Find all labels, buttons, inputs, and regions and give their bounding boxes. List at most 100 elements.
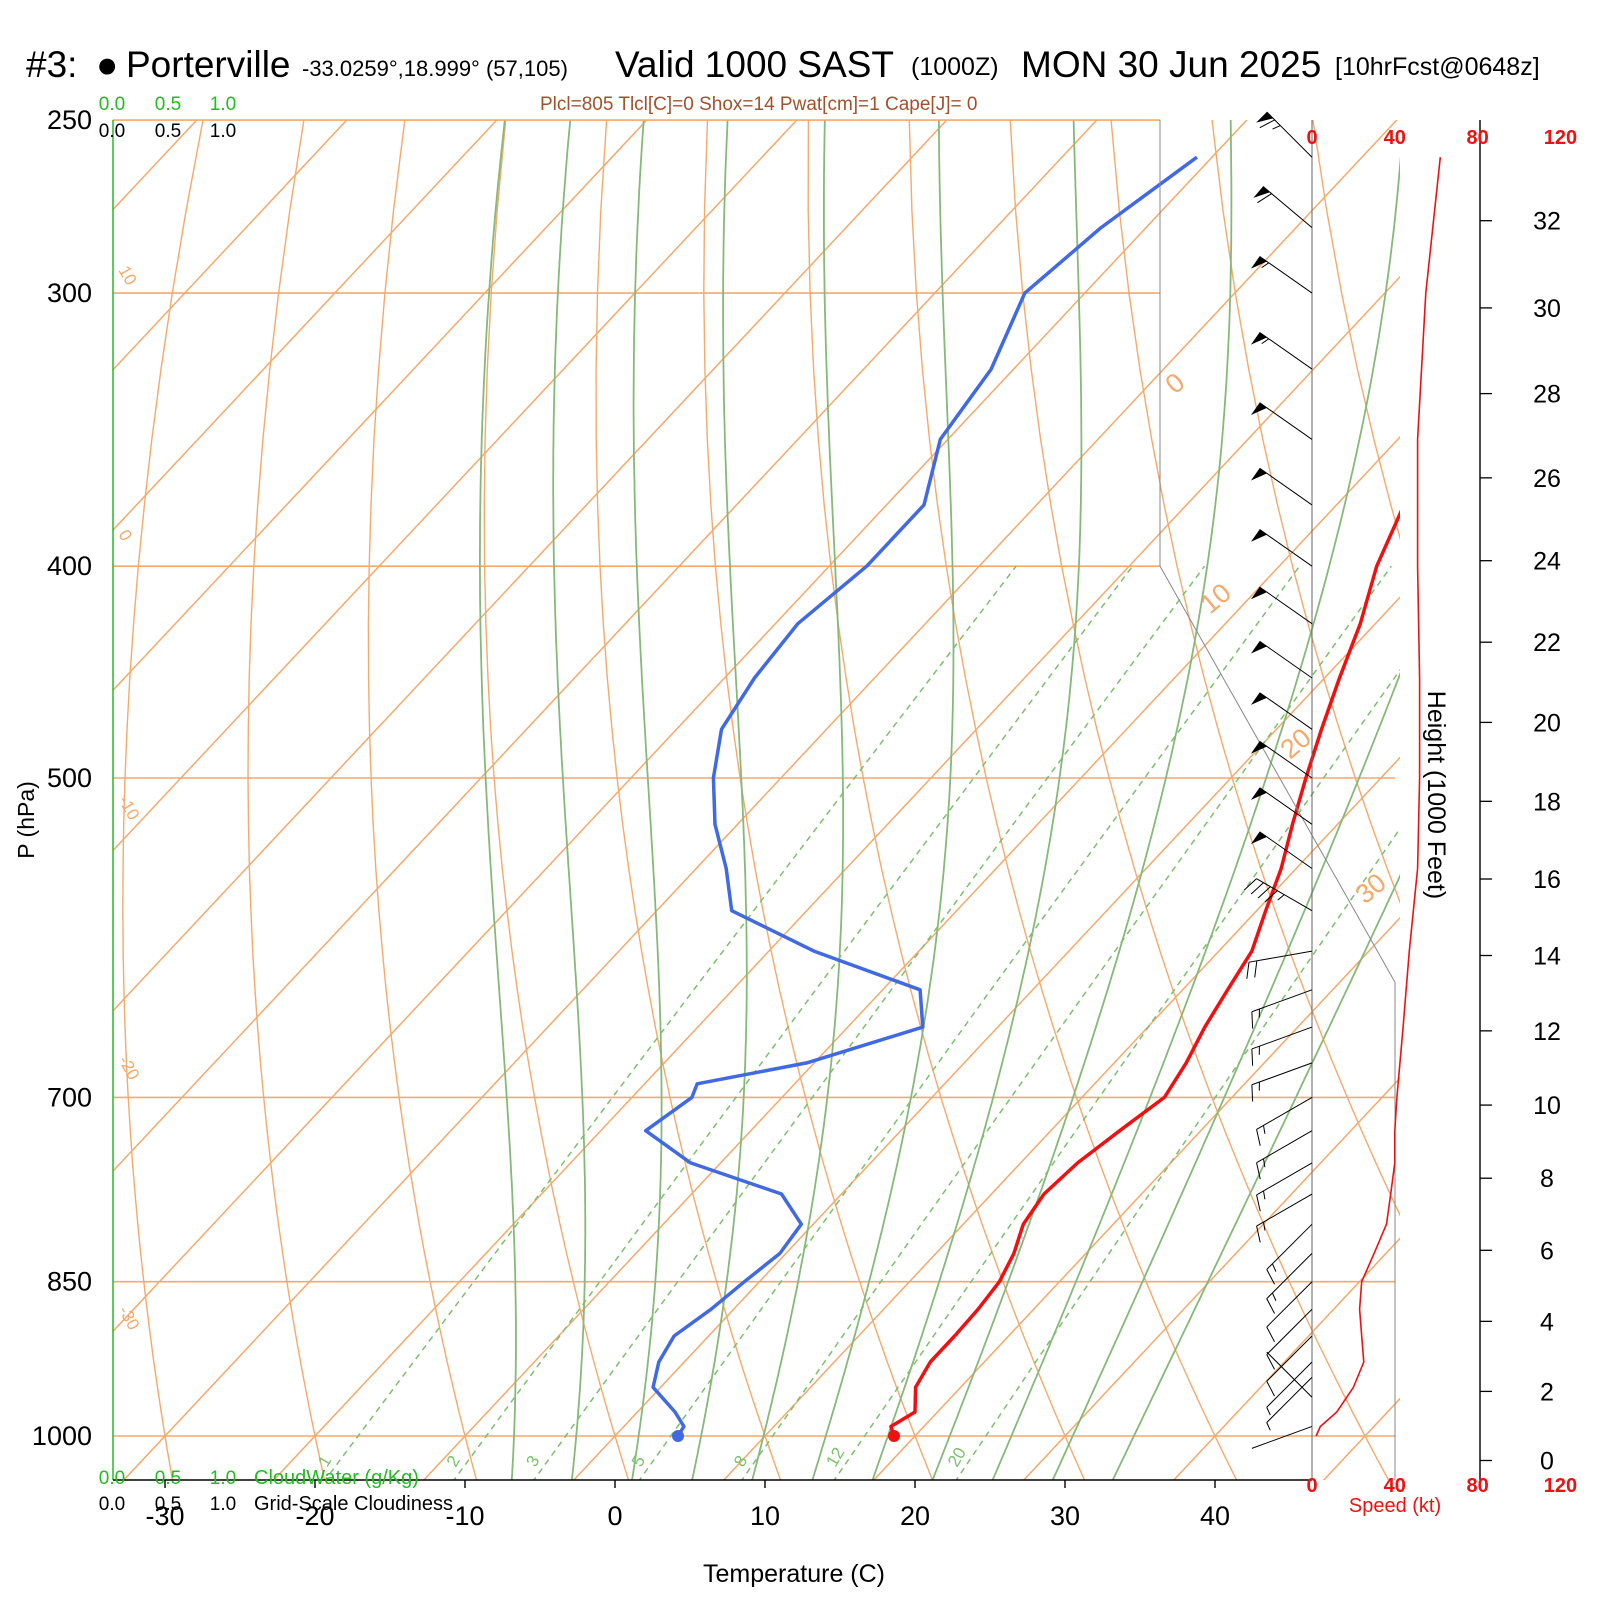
wind-barb-half-feather	[1271, 1292, 1277, 1301]
wind-barb-staff	[1256, 1162, 1313, 1196]
isotherm-label-left: 10	[115, 263, 141, 289]
dry-adiabat-line	[247, 120, 326, 1480]
legend-value: 1.0	[210, 94, 236, 115]
background-lines	[113, 120, 1400, 1480]
wind-barb	[1266, 1376, 1313, 1431]
wind-barb-full-feather	[1243, 878, 1257, 891]
wind-barb-staff	[1259, 692, 1313, 730]
wind-barb-half-feather	[1266, 1407, 1271, 1416]
wind-barb	[1253, 186, 1313, 228]
station-name: Porterville	[126, 44, 291, 85]
height-axis-label: Height (1000 Feet)	[1422, 691, 1450, 899]
legend-value: 0.0	[99, 94, 125, 115]
wind-barb-full-feather	[1266, 1381, 1275, 1397]
wind-barb-staff	[1251, 989, 1313, 1013]
wind-barb	[1251, 1026, 1313, 1066]
isotherm-line	[272, 275, 1400, 1480]
isotherm-line	[422, 435, 1400, 1480]
height-tick-label: 30	[1533, 295, 1561, 323]
pressure-tick-label: 300	[47, 278, 92, 308]
dry-adiabat-line	[1009, 120, 1390, 1480]
wind-barb-staff	[1259, 640, 1313, 679]
wind-barb-half-feather	[1263, 1125, 1266, 1134]
wind-barb-half-feather	[1263, 1190, 1266, 1200]
legend-value: 0.5	[155, 1468, 181, 1489]
wind-barb-half-feather	[1261, 262, 1270, 269]
wind-barb	[1250, 467, 1313, 506]
wind-barb	[1250, 740, 1313, 779]
wind-barb-full-feather	[1259, 119, 1275, 129]
wind-barb-flag	[1250, 468, 1267, 481]
dry-adiabat-line	[595, 120, 782, 1480]
station-dot-icon: ●	[96, 44, 119, 85]
dry-adiabat-line	[807, 120, 1086, 1480]
wind-barb-flag	[1250, 587, 1267, 600]
mixing-ratio-label: 20	[944, 1444, 970, 1470]
wind-speed-tick-top: 120	[1544, 127, 1577, 149]
isotherm-line	[113, 120, 498, 532]
moist-adiabat-line	[631, 120, 663, 1480]
dry-adiabat-line	[483, 120, 630, 1480]
wind-barb-flag	[1253, 186, 1270, 198]
wind-barb	[1251, 1425, 1313, 1449]
stability-indices: Plcl=805 Tlcl[C]=0 Shox=14 Pwat[cm]=1 Ca…	[540, 94, 978, 115]
zulu-time: (1000Z)	[911, 53, 999, 81]
wind-barb-full-feather	[1246, 962, 1250, 979]
wind-speed-axis-label: Speed (kt)	[1349, 1495, 1441, 1517]
wind-barb	[1266, 1361, 1313, 1416]
dry-adiabat-line	[122, 120, 204, 1480]
isotherm-label-left: 0	[115, 527, 136, 545]
mixing-ratio-line	[532, 565, 1206, 1480]
wind-barb-staff	[1266, 1308, 1313, 1355]
mixing-ratio-label: 2	[443, 1452, 464, 1470]
isotherm-line	[1022, 1076, 1400, 1480]
wind-barb-staff	[1266, 1351, 1313, 1398]
wind-barb-staff	[1266, 1335, 1313, 1382]
isotherm-line	[113, 120, 798, 852]
isotherm-line	[113, 120, 1098, 1173]
height-tick-label: 10	[1533, 1092, 1561, 1120]
y-axis-label: P (hPa)	[13, 781, 39, 859]
dry-adiabat-line	[908, 120, 1238, 1480]
wind-barb-staff	[1266, 1376, 1313, 1423]
wind-barb-flag	[1250, 692, 1267, 705]
height-tick-label: 28	[1533, 381, 1561, 409]
temperature-tick-label: -30	[145, 1501, 184, 1531]
wind-barb-half-feather	[1261, 338, 1270, 345]
wind-barb	[1250, 692, 1313, 730]
height-tick-label: 32	[1533, 208, 1561, 236]
wind-barb-full-feather	[1266, 1298, 1275, 1314]
wind-barb-full-feather	[1266, 1326, 1275, 1343]
wind-speed-tick-top: 80	[1466, 127, 1488, 149]
wind-barb-half-feather	[1263, 1221, 1266, 1231]
legend-value: 1.0	[210, 1494, 236, 1515]
isotherm-line	[722, 756, 1400, 1480]
wind-speed-tick-bottom: 0	[1306, 1475, 1317, 1497]
legend-bottom-label-cloudiness: Grid-Scale Cloudiness	[254, 1493, 453, 1515]
wind-barb	[1243, 878, 1313, 912]
wind-barb-flag	[1256, 111, 1274, 123]
pressure-tick-label: 1000	[32, 1421, 92, 1451]
wind-barb	[1256, 1130, 1313, 1180]
temperature-tick-label: 40	[1200, 1501, 1230, 1531]
wind-barb	[1250, 787, 1313, 825]
isotherm-line	[113, 120, 648, 692]
wind-barb-flag	[1250, 332, 1267, 345]
dry-adiabat-line	[367, 120, 478, 1480]
legend-value: 1.0	[210, 1468, 236, 1489]
wind-barb-half-feather	[1272, 125, 1281, 130]
wind-barb-staff	[1266, 111, 1313, 158]
wind-barb-staff	[1262, 186, 1313, 228]
wind-barb-full-feather	[1266, 1354, 1275, 1370]
wind-barb-staff	[1259, 586, 1313, 625]
wind-barb-staff	[1256, 1193, 1313, 1227]
isotherm-line	[1172, 1237, 1400, 1480]
wind-barb	[1246, 950, 1313, 979]
temperature-profile	[889, 509, 1400, 1437]
wind-barb-staff	[1266, 1281, 1313, 1328]
moist-adiabat-line	[1051, 671, 1400, 1480]
pressure-tick-label: 500	[47, 763, 92, 793]
dry-adiabat-line	[703, 120, 934, 1480]
